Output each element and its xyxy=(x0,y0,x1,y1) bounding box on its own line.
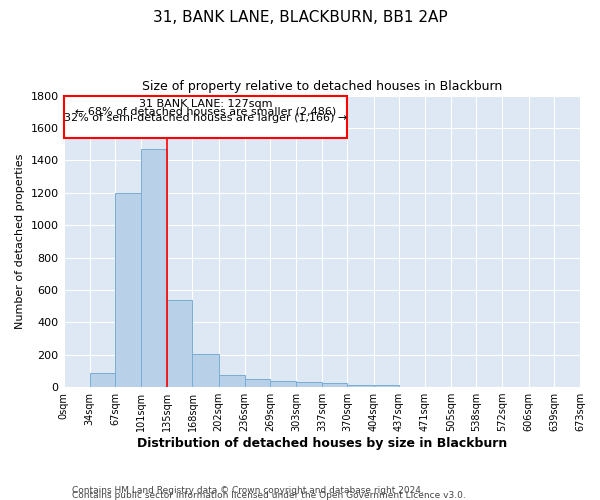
Bar xyxy=(374,384,399,387)
Bar xyxy=(64,96,347,138)
Text: 31, BANK LANE, BLACKBURN, BB1 2AP: 31, BANK LANE, BLACKBURN, BB1 2AP xyxy=(152,10,448,25)
Text: 32% of semi-detached houses are larger (1,166) →: 32% of semi-detached houses are larger (… xyxy=(64,113,347,123)
Title: Size of property relative to detached houses in Blackburn: Size of property relative to detached ho… xyxy=(142,80,502,93)
Bar xyxy=(245,379,270,387)
Text: ← 68% of detached houses are smaller (2,486): ← 68% of detached houses are smaller (2,… xyxy=(75,106,336,116)
Y-axis label: Number of detached properties: Number of detached properties xyxy=(15,154,25,329)
Bar xyxy=(89,372,115,387)
X-axis label: Distribution of detached houses by size in Blackburn: Distribution of detached houses by size … xyxy=(137,437,507,450)
Text: Contains public sector information licensed under the Open Government Licence v3: Contains public sector information licen… xyxy=(72,490,466,500)
Bar xyxy=(322,383,347,387)
Bar xyxy=(347,384,374,387)
Bar xyxy=(270,380,296,387)
Bar xyxy=(218,375,245,387)
Bar xyxy=(296,382,322,387)
Text: Contains HM Land Registry data © Crown copyright and database right 2024.: Contains HM Land Registry data © Crown c… xyxy=(72,486,424,495)
Bar xyxy=(193,354,218,387)
Bar xyxy=(115,192,141,387)
Bar xyxy=(141,149,167,387)
Text: 31 BANK LANE: 127sqm: 31 BANK LANE: 127sqm xyxy=(139,99,272,109)
Bar xyxy=(167,300,193,387)
